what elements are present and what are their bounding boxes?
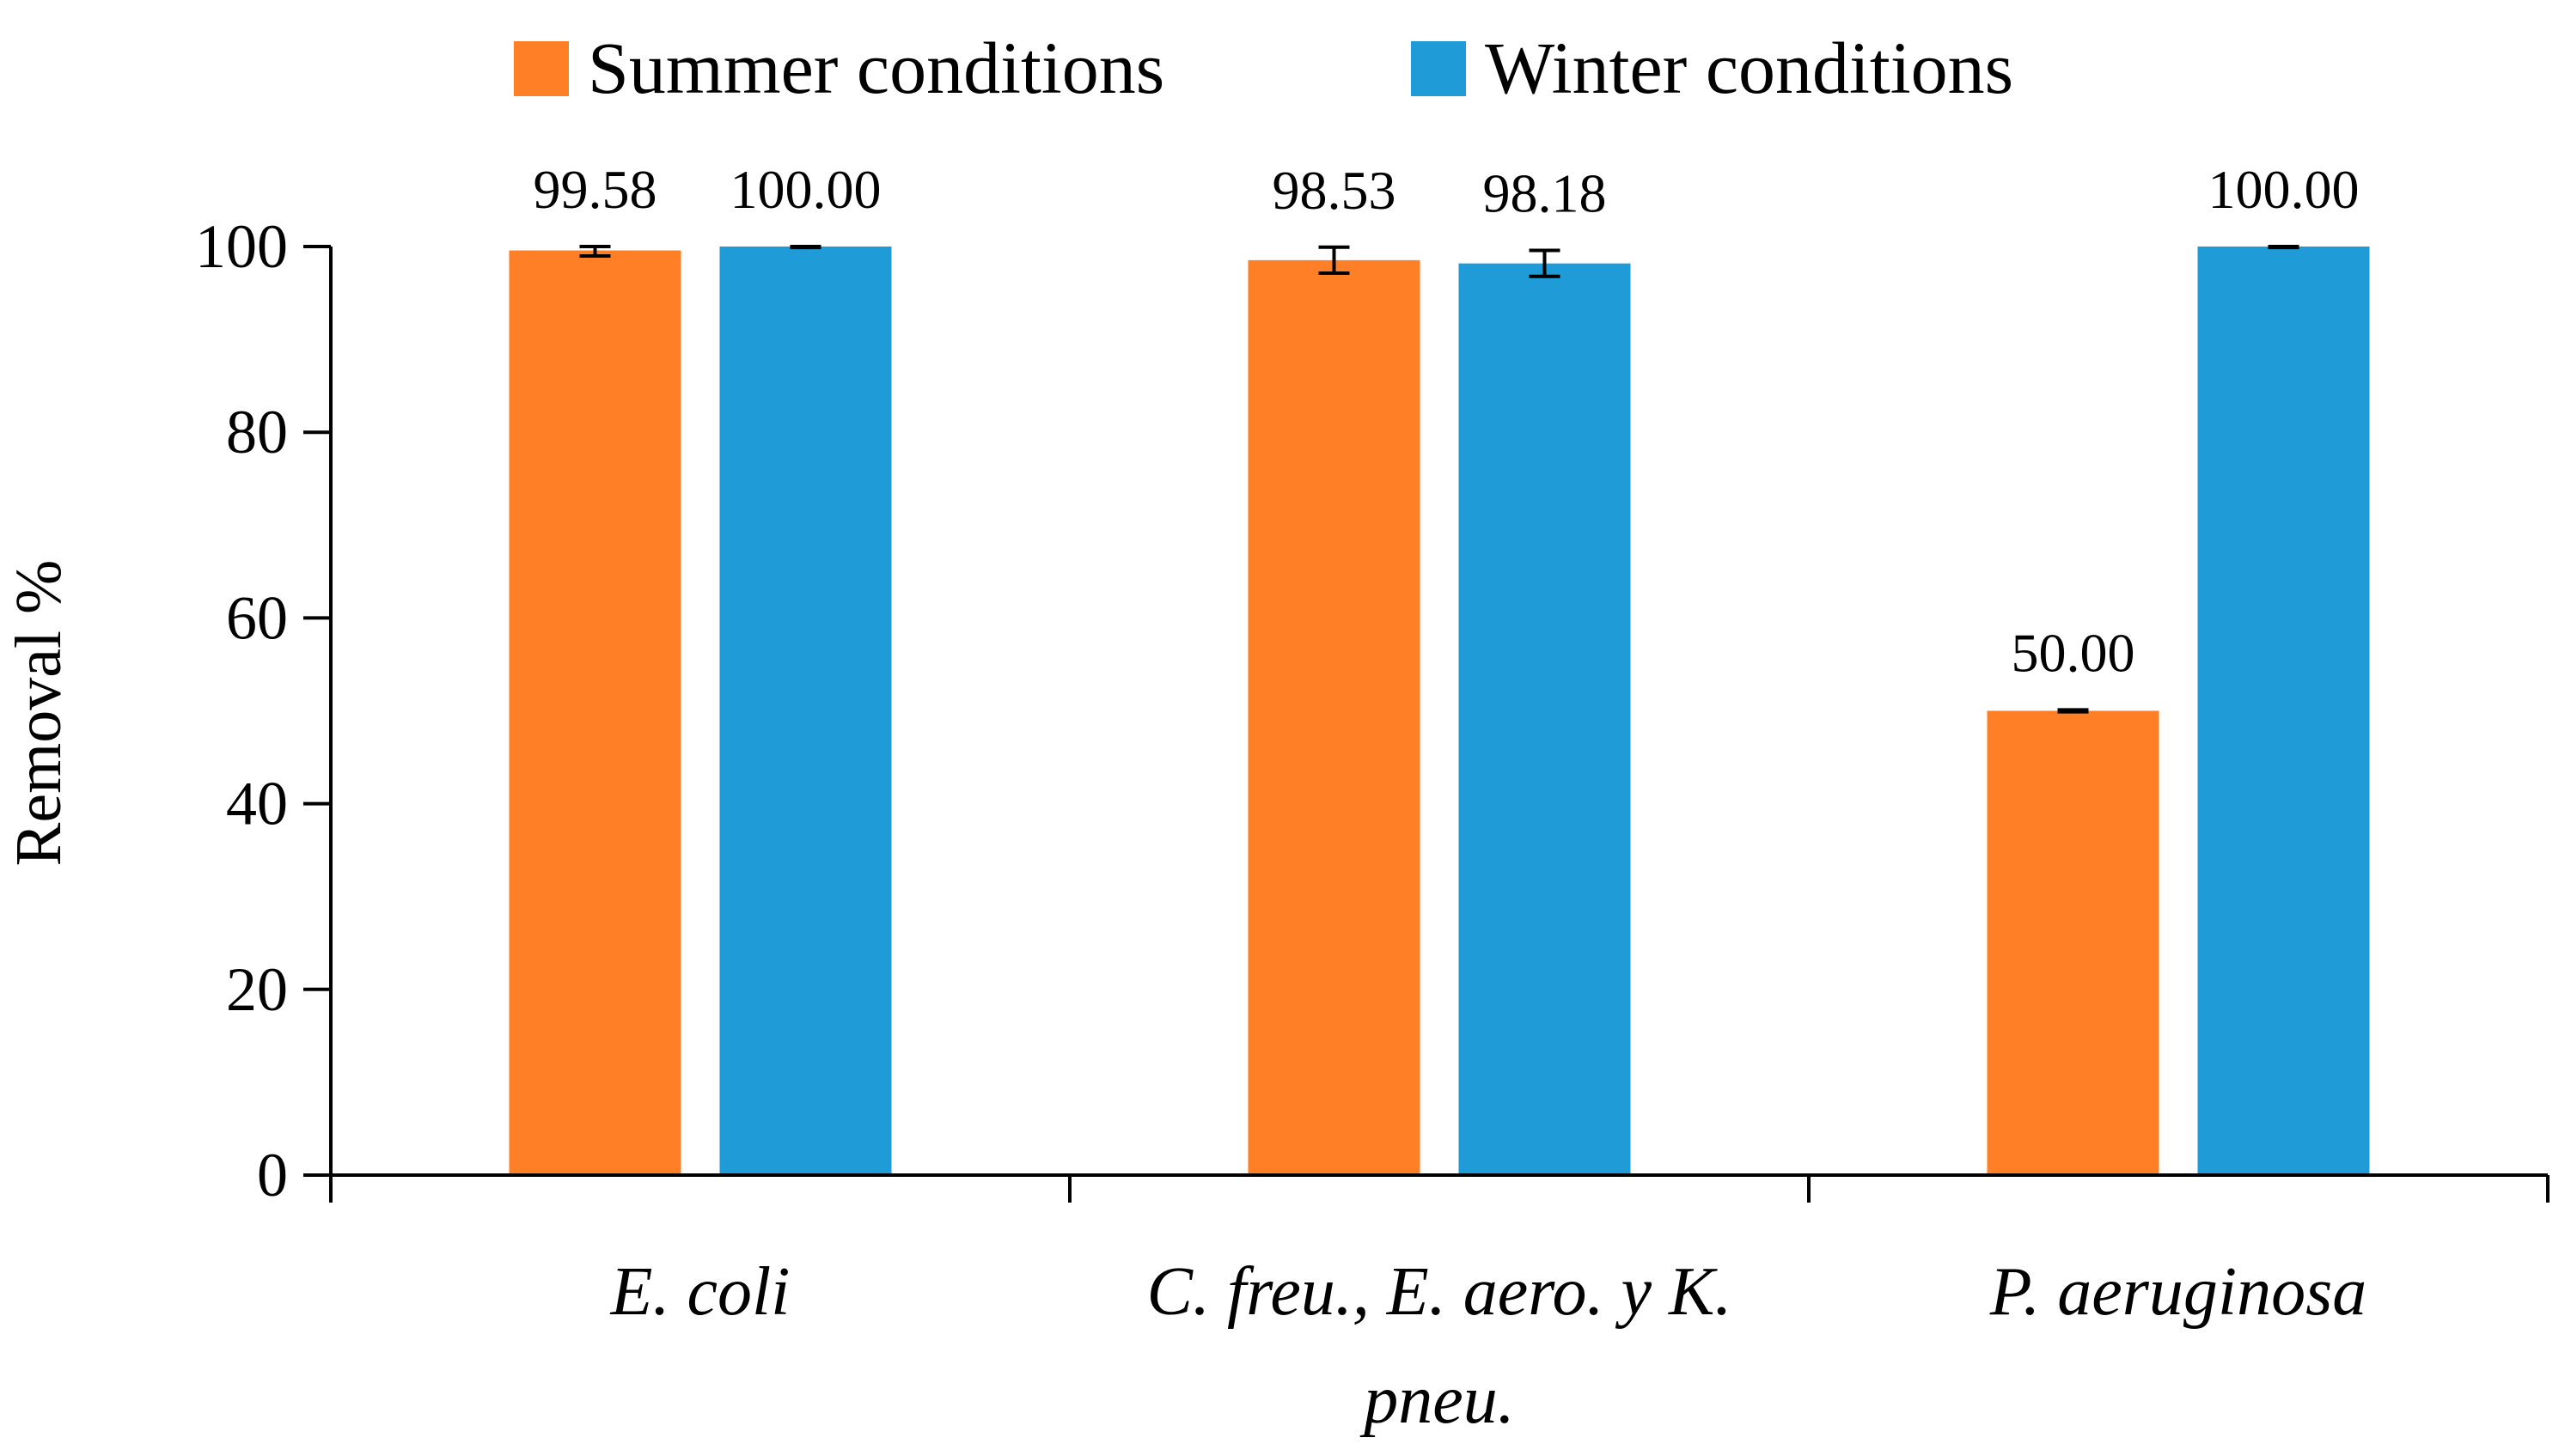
bars — [509, 247, 2370, 1176]
data-label-1-0: 100.00 — [730, 159, 882, 220]
error-bar-0-0 — [579, 245, 611, 259]
legend-item-0: Summer conditions — [514, 27, 1164, 109]
bar-winter-1 — [1458, 263, 1631, 1175]
y-axis-title: Removal % — [3, 560, 75, 867]
y-tick-label-5: 100 — [195, 212, 288, 281]
error-bars — [579, 245, 2299, 714]
category-label-0-0: E. coli — [610, 1254, 791, 1330]
bar-summer-1 — [1248, 259, 1420, 1176]
legend: Summer conditions Winter conditions — [514, 27, 2013, 109]
legend-label-1: Winter conditions — [1485, 27, 2013, 109]
category-label-2-0: P. aeruginosa — [1989, 1254, 2367, 1330]
data-label-1-1: 98.18 — [1483, 163, 1607, 224]
data-label-0-2: 50.00 — [2012, 622, 2135, 683]
y-tick-label-0: 0 — [257, 1141, 288, 1209]
y-tick-label-1: 20 — [226, 955, 288, 1024]
y-axis-title-group: Removal % — [3, 560, 75, 867]
data-labels: 99.58 100.00 98.53 98.18 50.00 100.00 — [534, 159, 2360, 683]
data-label-0-0: 99.58 — [534, 159, 657, 220]
error-bar-0-2 — [2057, 708, 2089, 714]
x-axis — [329, 1173, 2550, 1203]
category-label-1-1: pneu. — [1359, 1362, 1515, 1438]
bar-winter-0 — [719, 247, 892, 1175]
error-bar-1-1 — [1529, 248, 1560, 278]
category-labels: E. coli C. freu., E. aero. y K. pneu. P. ae… — [610, 1254, 2367, 1438]
y-tick-label-4: 80 — [226, 398, 288, 466]
y-axis-ticks: 0 20 40 60 80 100 — [195, 212, 331, 1209]
data-label-0-1: 98.53 — [1273, 160, 1396, 221]
y-tick-label-2: 40 — [226, 770, 288, 838]
bar-winter-2 — [2197, 247, 2370, 1175]
y-tick-label-3: 60 — [226, 583, 288, 652]
legend-swatch-0 — [514, 41, 569, 96]
bar-summer-0 — [509, 250, 681, 1176]
legend-swatch-1 — [1411, 41, 1466, 96]
legend-label-0: Summer conditions — [588, 27, 1164, 109]
legend-item-1: Winter conditions — [1411, 27, 2013, 109]
bar-summer-2 — [1987, 710, 2159, 1175]
category-label-1-0: C. freu., E. aero. y K. — [1147, 1254, 1732, 1330]
data-label-1-2: 100.00 — [2208, 159, 2360, 220]
error-bar-0-1 — [1318, 245, 1350, 276]
